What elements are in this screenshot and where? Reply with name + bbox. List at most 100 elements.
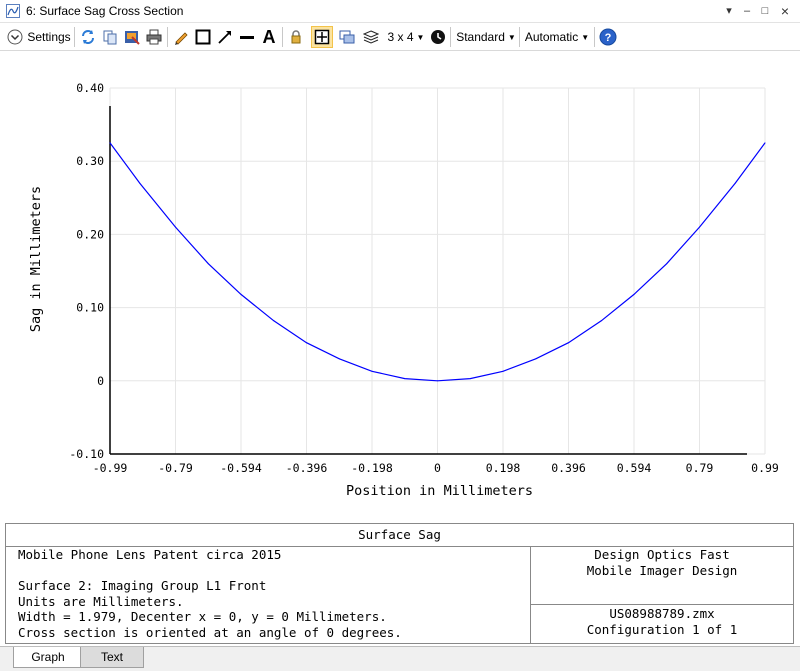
y-tick-label: 0.10 [76,301,104,315]
draw-line-button[interactable] [237,26,257,48]
refresh-button[interactable] [78,26,98,48]
lock-button[interactable] [286,26,306,48]
panel-line: Units are Millimeters. [18,593,184,609]
sag-data-point [666,263,668,265]
save-image-icon [125,31,140,45]
x-tick-label: -0.79 [158,461,193,475]
panel-line: Width = 1.979, Decenter x = 0, y = 0 Mil… [18,609,387,624]
fit-window-icon [314,29,330,45]
refresh-icon [82,30,94,44]
panel-description: Mobile Phone Lens Patent circa 2015 Surf… [18,547,518,640]
y-tick-label: 0 [97,374,104,388]
line-icon [240,36,254,39]
window-title: 6: Surface Sag Cross Section [26,4,184,18]
sag-data-point [306,342,307,344]
x-tick-label: -0.594 [220,461,262,475]
lock-icon [291,30,301,44]
settings-button[interactable]: Settings [6,26,72,48]
sag-data-point [764,142,766,144]
tab-text[interactable]: Text [80,647,144,668]
company-block: Design Optics Fast Mobile Imager Design [531,547,793,578]
sag-data-point [633,293,635,295]
arrow-icon [218,31,231,44]
standard-dropdown[interactable]: Standard ▼ [455,26,517,48]
sag-data-point [469,378,471,380]
layers-icon [363,30,379,44]
company-line: Design Optics Fast [594,547,730,562]
sag-data-point [600,320,602,322]
toolbar: Settings [0,23,800,51]
sag-data-point [240,293,242,295]
dropdown-arrow-icon: ▼ [416,32,425,42]
x-tick-label: 0.198 [486,461,521,475]
dropdown-arrow-icon: ▼ [581,32,590,42]
clock-icon [431,30,445,44]
y-tick-label: 0.30 [76,154,104,168]
rectangle-icon [195,29,211,45]
window-titlebar: 6: Surface Sag Cross Section ▾ – □ × [0,0,800,23]
x-tick-label: -0.396 [286,461,328,475]
sag-data-point [139,182,141,184]
sag-data-point [699,226,700,228]
pencil-icon [175,32,188,45]
x-tick-label: -0.198 [351,461,393,475]
sag-data-point [502,370,504,372]
panel-title: Surface Sag [6,524,793,547]
y-axis-label: Sag in Millimeters [28,186,44,332]
layers-button[interactable] [361,26,381,48]
y-tick-label: -0.10 [69,447,104,461]
text-a-icon: A [262,26,276,47]
copy-button[interactable] [100,26,120,48]
export-button[interactable] [122,26,142,48]
pin-window-button[interactable]: ▾ [726,5,732,17]
chevron-down-icon [7,29,23,45]
draw-pencil-button[interactable] [171,26,191,48]
x-tick-label: 0 [434,461,441,475]
layout-dropdown[interactable]: 3 x 4 ▼ [386,26,426,48]
svg-text:?: ? [605,32,612,44]
sag-data-point [535,358,537,360]
draw-arrow-button[interactable] [215,26,235,48]
sag-data-point [207,263,209,265]
window-layout-button[interactable] [337,26,357,48]
close-button[interactable]: × [780,3,790,19]
sag-data-point [734,182,736,184]
timer-button[interactable] [428,26,448,48]
sag-data-point [437,380,438,382]
windows-icon [339,30,355,44]
file-block: US08988789.zmx Configuration 1 of 1 [531,606,793,637]
layout-label: 3 x 4 [387,30,414,44]
x-tick-label: 0.79 [686,461,714,475]
dropdown-arrow-icon: ▼ [507,32,516,42]
settings-label: Settings [27,30,71,44]
sag-chart: -0.99 -0.79 -0.594 -0.396 -0.198 0 0.198 0.396 0… [28,81,779,499]
fit-window-button[interactable] [311,26,333,48]
file-name: US08988789.zmx [609,606,715,621]
draw-rectangle-button[interactable] [193,26,213,48]
standard-label: Standard [456,30,505,44]
panel-line: Cross section is oriented at an angle of… [18,624,402,640]
maximize-button[interactable]: □ [761,5,769,17]
sag-data-point [404,378,406,380]
sag-data-point [273,320,275,322]
panel-line: Mobile Phone Lens Patent circa 2015 [18,547,282,562]
draw-text-button[interactable]: A [259,26,279,48]
view-tabs: Graph Text [0,646,800,671]
minimize-button[interactable]: – [743,5,751,17]
sag-data-point [371,370,373,372]
sag-data-point [568,342,569,344]
automatic-dropdown[interactable]: Automatic ▼ [523,26,591,48]
tab-graph[interactable]: Graph [13,647,83,668]
x-axis-label: Position in Millimeters [346,483,533,499]
y-tick-label: 0.20 [76,227,104,241]
copy-icon [103,30,117,45]
printer-icon [146,29,162,45]
automatic-label: Automatic [524,30,579,44]
x-tick-label: 0.396 [551,461,586,475]
x-tick-label: -0.99 [93,461,128,475]
sag-data-point [338,358,340,360]
print-button[interactable] [144,26,164,48]
y-tick-label: 0.40 [76,81,104,95]
sag-data-point [109,142,111,144]
help-button[interactable]: ? [598,26,618,48]
